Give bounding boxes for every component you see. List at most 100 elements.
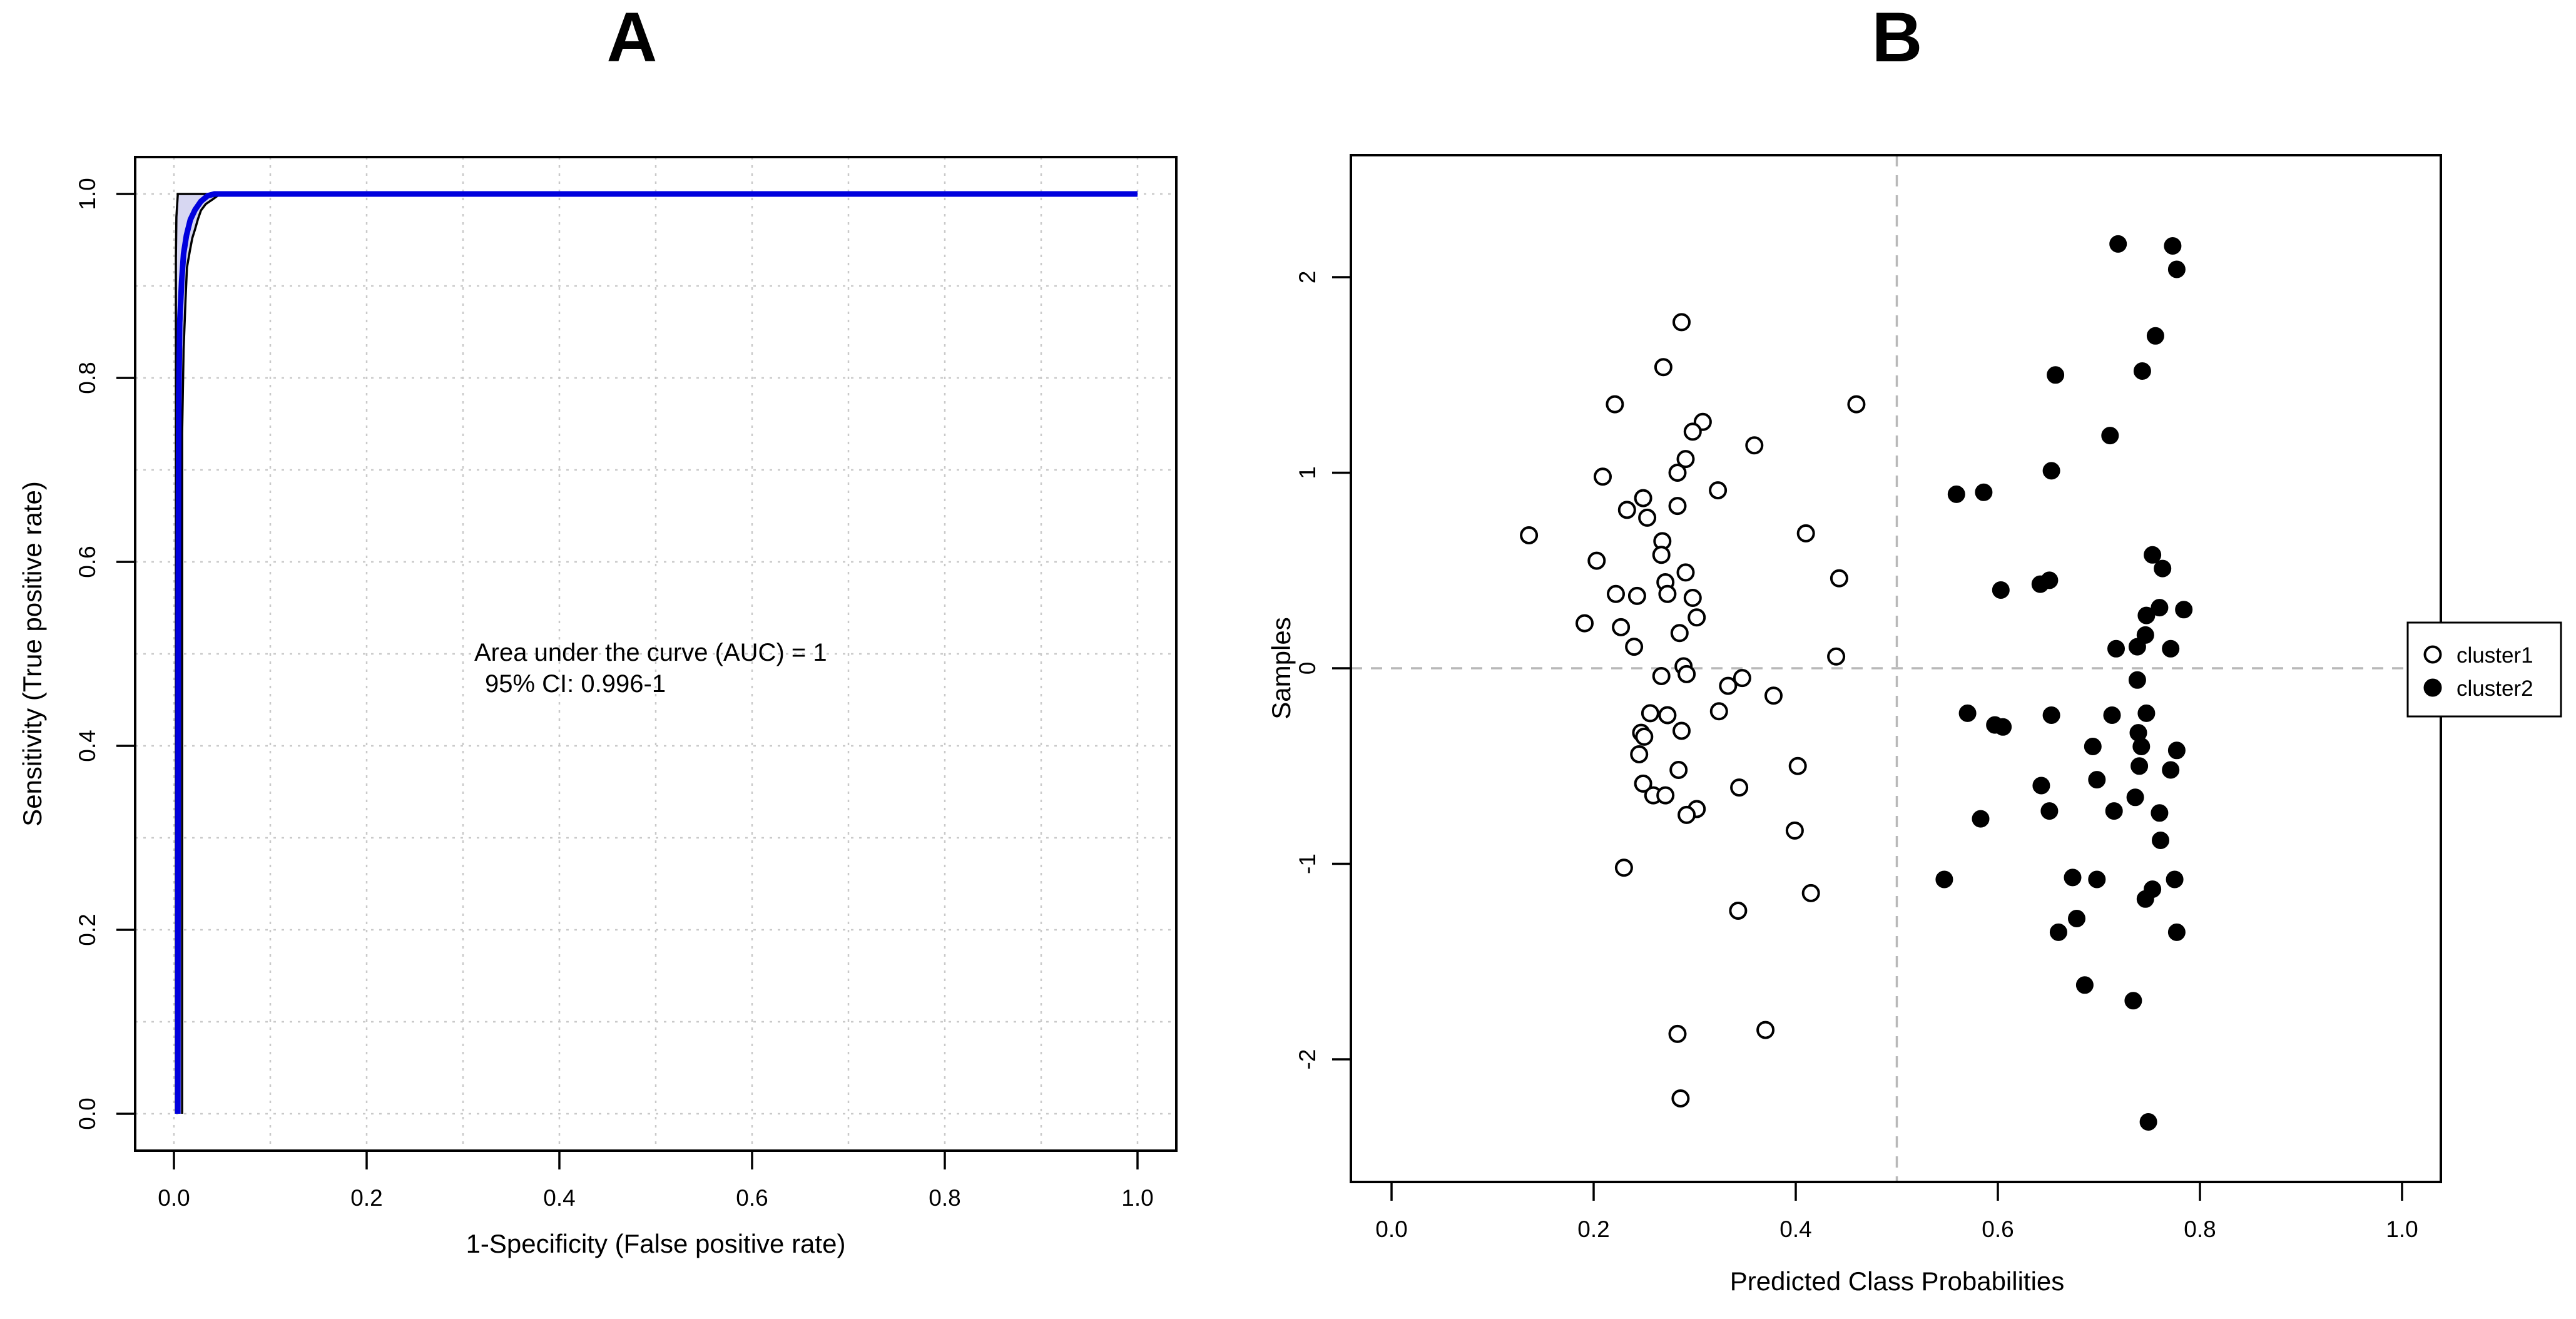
scatter-point-cluster1 [1745,436,1764,455]
scatter-point-cluster2 [2103,706,2121,724]
scatter-point-cluster2 [2131,757,2149,775]
y-axis-tick-label: 0.6 [74,546,100,578]
scatter-point-cluster1 [1607,584,1625,603]
scatter-point-cluster2 [2124,992,2142,1010]
scatter-point-cluster1 [1635,727,1654,746]
scatter-point-cluster1 [1827,647,1846,666]
x-axis-tick-label: 0.8 [2184,1216,2216,1242]
scatter-point-cluster1 [1788,756,1807,775]
scatter-point-cluster2 [2088,771,2106,789]
scatter-point-cluster1 [1801,884,1820,902]
scatter-point-cluster2 [2167,741,2186,760]
y-axis-tick-label: 0.8 [74,362,100,394]
panel-a-title: A [607,0,658,76]
y-axis-tick-label: -1 [1295,853,1320,874]
scatter-point-cluster1 [1677,665,1696,683]
x-axis-tick-label: 0.4 [1779,1216,1811,1242]
scatter-point-cluster2 [1972,810,1990,828]
scatter-point-cluster1 [1676,563,1695,582]
scatter-point-cluster2 [1958,704,1977,722]
scatter-point-cluster1 [1672,721,1691,740]
scatter-reference-lines [1351,155,2561,1182]
panel-b-y-axis-title: Samples [1266,617,1296,719]
scatter-point-cluster2 [2049,923,2067,941]
x-axis-tick-label: 0.6 [736,1185,768,1211]
scatter-point-cluster1 [1671,1089,1690,1108]
legend-box [2406,621,2562,718]
x-axis-tick-label: 0.6 [1982,1216,2013,1242]
scatter-point-cluster2 [2084,738,2102,755]
scatter-point-cluster1 [1625,638,1644,656]
scatter-point-cluster1 [1654,358,1672,377]
roc-ci-lower-line [181,193,1138,1114]
scatter-point-cluster2 [2128,638,2146,656]
legend: cluster1 cluster2 [2406,621,2562,718]
scatter-point-cluster1 [1847,395,1866,414]
legend-filled-circle-icon [2423,678,2442,697]
scatter-point-cluster1 [1614,858,1633,877]
scatter-point-cluster1 [1520,526,1539,544]
scatter-point-cluster1 [1612,618,1631,636]
auc-annotation-line2: 95% CI: 0.996-1 [485,670,666,698]
scatter-point-cluster1 [1669,761,1688,779]
scatter-point-cluster1 [1764,686,1783,705]
y-axis-tick-label: 0 [1295,662,1320,675]
scatter-point-cluster2 [2151,804,2169,822]
y-axis-tick-label: -2 [1295,1049,1320,1070]
x-axis-tick-label: 0.2 [350,1185,382,1211]
scatter-point-cluster2 [2151,599,2169,617]
scatter-point-cluster1 [1652,667,1671,685]
y-axis-tick-label: 1 [1295,466,1320,479]
x-axis-tick-label: 0.2 [1577,1216,1609,1242]
y-axis-tick-label: 0.2 [74,914,100,945]
scatter-point-cluster1 [1652,546,1671,564]
scatter-point-cluster1 [1719,676,1738,695]
scatter-point-cluster2 [2167,923,2186,941]
auc-annotation-line1: Area under the curve (AUC) = 1 [474,639,827,666]
scatter-point-cluster1 [1658,584,1677,603]
scatter-point-cluster2 [1935,870,1953,889]
scatter-point-cluster2 [2152,832,2169,849]
scatter-points [1520,235,2193,1131]
y-axis-tick-label: 1.0 [74,178,100,210]
scatter-point-cluster1 [1630,745,1649,763]
scatter-point-cluster2 [2146,327,2164,345]
scatter-point-cluster2 [2088,870,2106,889]
scatter-point-cluster1 [1641,704,1659,723]
scatter-point-cluster2 [2137,606,2156,624]
panel-a-y-axis-title: Sensitivity (True positive rate) [18,481,47,827]
roc-gridlines [135,157,1176,1151]
scatter-point-cluster2 [2040,802,2059,820]
scatter-point-cluster1 [1634,489,1652,507]
scatter-point-cluster1 [1670,624,1689,643]
scatter-point-cluster2 [2075,976,2094,994]
scatter-point-cluster1 [1672,313,1691,332]
scatter-point-cluster2 [2136,890,2154,908]
scatter-point-cluster1 [1677,805,1696,824]
scatter-point-cluster2 [1975,483,1993,501]
scatter-point-cluster2 [2162,761,2180,779]
x-axis-tick-label: 1.0 [1121,1185,1153,1211]
scatter-point-cluster2 [2139,1113,2157,1131]
scatter-point-cluster2 [1947,485,1965,503]
scatter-point-cluster1 [1638,508,1657,527]
scatter-point-cluster1 [1606,395,1624,414]
scatter-point-cluster2 [2132,738,2151,755]
scatter-point-cluster1 [1683,422,1702,441]
legend-open-circle-icon [2423,645,2442,664]
scatter-point-cluster1 [1668,497,1687,516]
scatter-point-cluster1 [1830,569,1848,588]
scatter-point-cluster2 [2105,802,2123,820]
y-axis-tick-label: 0.4 [74,730,100,761]
panel-a: A 0.0 0.2 0.4 0.6 0.8 1.0 0.0 0.2 0.4 0.6 0.8 1.0 1… [18,0,1178,1258]
scatter-point-cluster1 [1730,778,1749,797]
scatter-point-cluster2 [2175,601,2193,619]
scatter-point-cluster2 [2031,575,2049,593]
scatter-point-cluster1 [1683,589,1702,607]
scatter-point-cluster1 [1733,669,1751,688]
panel-a-ticks: 0.0 0.2 0.4 0.6 0.8 1.0 0.0 0.2 0.4 0.6 0.8 1.0 [74,178,1154,1211]
y-axis-tick-label: 2 [1295,271,1320,284]
scatter-point-cluster2 [2137,704,2156,722]
